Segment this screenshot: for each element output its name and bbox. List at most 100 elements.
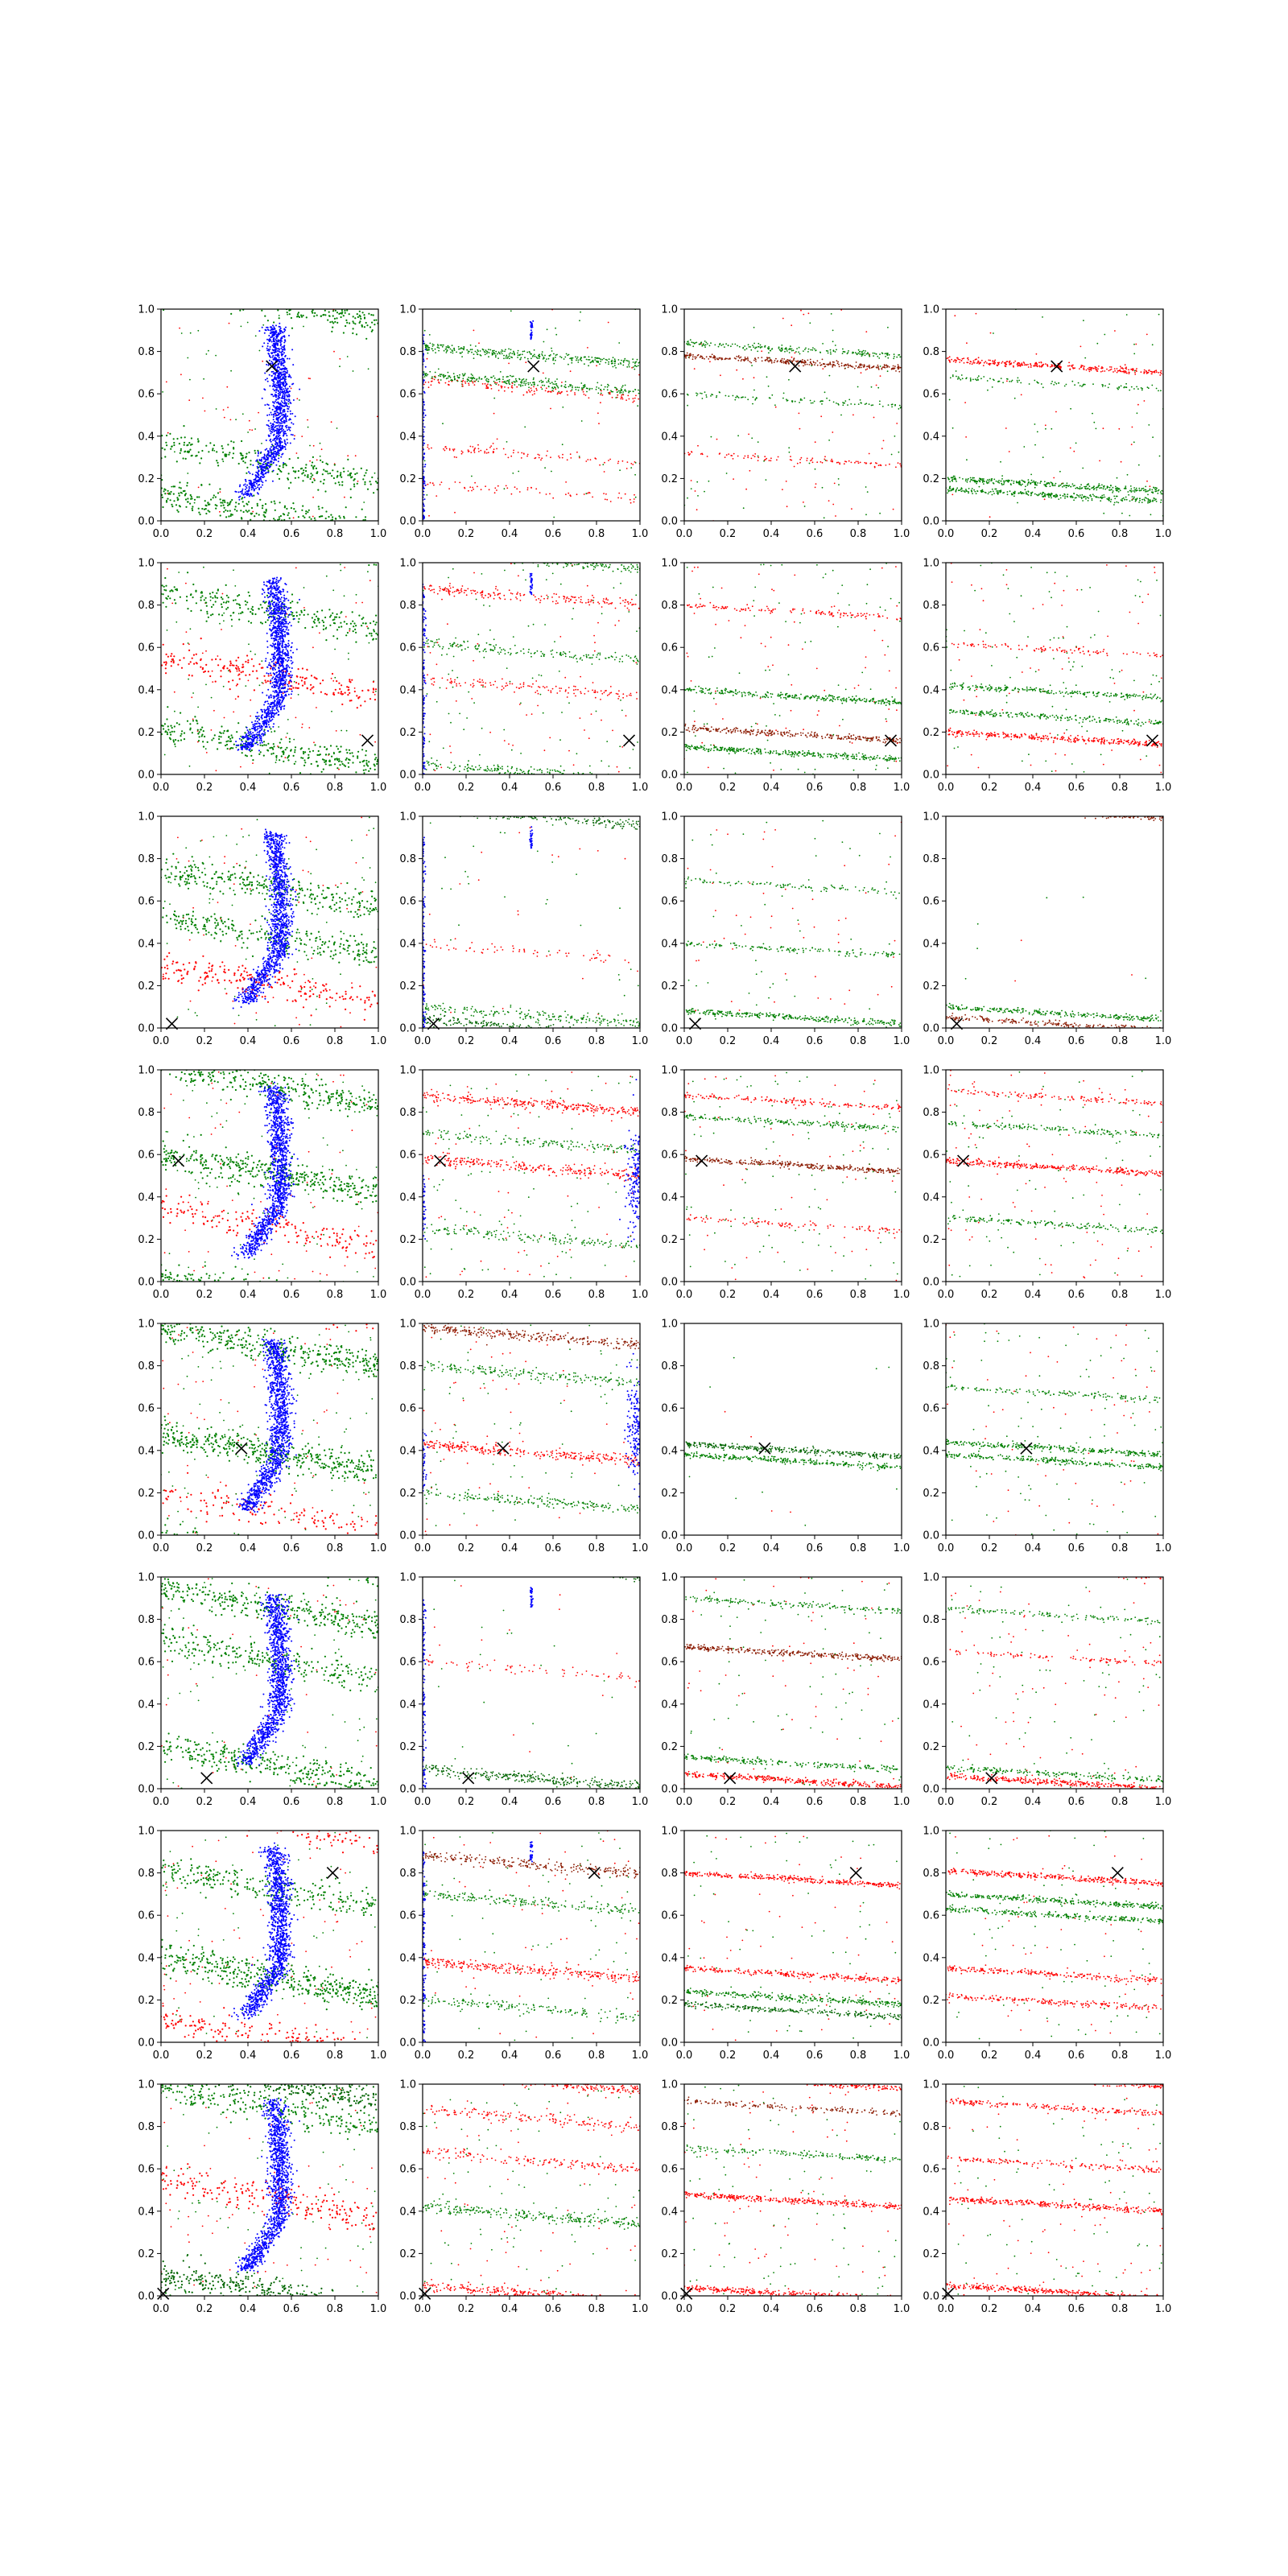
scatter-point [1030, 363, 1031, 365]
scatter-point [577, 359, 580, 361]
scatter-point [879, 353, 881, 355]
scatter-point [287, 478, 290, 481]
scatter-point [423, 442, 426, 444]
scatter-point [320, 315, 322, 317]
scatter-point [423, 403, 425, 406]
scatter-point [271, 336, 274, 338]
scatter-point [487, 381, 489, 383]
scatter-point [282, 513, 284, 515]
scatter-point [526, 351, 529, 353]
scatter-point [213, 444, 216, 447]
scatter-point [450, 351, 452, 353]
scatter-point [354, 323, 357, 325]
scatter-point [852, 351, 854, 353]
scatter-point [1001, 362, 1003, 364]
scatter-point [789, 459, 791, 460]
scatter-point [987, 389, 989, 391]
scatter-point [1152, 492, 1154, 494]
scatter-point [588, 387, 591, 390]
scatter-point [804, 364, 806, 365]
scatter-point [427, 381, 430, 383]
scatter-point [572, 385, 573, 387]
scatter-point [208, 503, 211, 506]
scatter-point [568, 492, 570, 494]
scatter-point [342, 332, 345, 334]
scatter-point [755, 346, 758, 349]
scatter-point [323, 469, 325, 471]
scatter-point [244, 491, 246, 493]
scatter-point [1143, 498, 1146, 501]
scatter-point [616, 388, 617, 390]
scatter-point [273, 349, 275, 351]
scatter-point [1097, 485, 1100, 487]
scatter-point [839, 463, 841, 465]
scatter-point [1026, 364, 1028, 366]
scatter-point [258, 489, 261, 491]
scatter-point [601, 384, 602, 386]
scatter-point [214, 504, 217, 506]
scatter-point [273, 459, 275, 461]
scatter-point [829, 351, 832, 353]
scatter-point [1055, 495, 1056, 497]
scatter-point [266, 342, 269, 345]
scatter-point [283, 378, 284, 380]
scatter-point [898, 408, 900, 410]
scatter-point [824, 460, 827, 461]
scatter-point [489, 349, 492, 351]
scatter-point [810, 402, 812, 404]
scatter-point [948, 489, 950, 492]
scatter-point [508, 380, 510, 382]
scatter-point [242, 489, 243, 492]
scatter-point [624, 384, 626, 386]
scatter-point [788, 378, 790, 381]
scatter-point [313, 479, 316, 481]
scatter-point [165, 501, 168, 503]
scatter-point [530, 331, 533, 333]
scatter-point [991, 386, 993, 388]
scatter-point [272, 447, 275, 449]
scatter-point [285, 367, 287, 369]
scatter-point [277, 419, 279, 421]
scatter-point [753, 357, 756, 360]
scatter-point [276, 377, 278, 379]
scatter-point [600, 392, 602, 394]
scatter-point [278, 457, 280, 460]
scatter-point [246, 487, 248, 489]
scatter-point [279, 339, 282, 341]
scatter-point [460, 347, 463, 349]
scatter-point [447, 346, 448, 349]
scatter-point [290, 481, 292, 484]
scatter-point [1134, 500, 1137, 502]
scatter-point [478, 342, 480, 345]
scatter-point [423, 373, 426, 375]
scatter-point [969, 481, 972, 483]
scatter-point [1049, 485, 1051, 487]
scatter-point [1161, 489, 1163, 492]
scatter-point [1125, 496, 1127, 498]
scatter-point [343, 517, 345, 519]
scatter-point [272, 404, 275, 407]
scatter-point [296, 313, 299, 316]
scatter-point [1157, 493, 1159, 494]
scatter-point [243, 505, 246, 507]
scatter-point [1131, 426, 1133, 428]
scatter-point [568, 363, 569, 365]
scatter-point [959, 358, 961, 361]
scatter-point [212, 497, 214, 499]
scatter-point [336, 427, 338, 429]
scatter-point [535, 387, 538, 390]
scatter-point [473, 357, 475, 359]
scatter-point [734, 398, 737, 401]
scatter-point [258, 459, 261, 460]
scatter-point [834, 365, 836, 367]
scatter-point [530, 329, 532, 332]
scatter-point [506, 380, 508, 382]
scatter-point [250, 512, 254, 514]
scatter-point [275, 378, 277, 381]
scatter-point [275, 452, 277, 455]
scatter-point [747, 357, 749, 360]
scatter-point [611, 359, 613, 361]
scatter-point [951, 358, 952, 361]
scatter-point [478, 376, 481, 378]
scatter-point [329, 321, 332, 324]
